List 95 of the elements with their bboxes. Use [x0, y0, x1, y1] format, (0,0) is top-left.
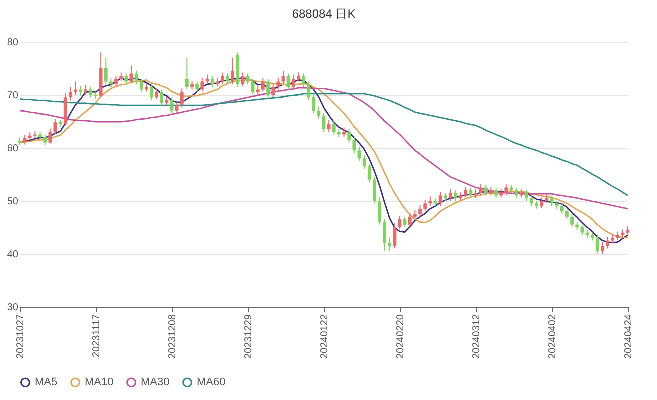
candlestick	[383, 218, 386, 252]
candlestick	[124, 73, 128, 85]
y-tick-label: 60	[7, 144, 19, 154]
candlestick	[23, 134, 27, 146]
x-tick-label: 20240424	[624, 314, 634, 359]
candlestick	[266, 78, 270, 98]
candlestick	[479, 184, 483, 196]
candlestick	[408, 213, 412, 228]
candlestick	[104, 57, 108, 85]
candlestick	[226, 73, 230, 85]
candlestick	[282, 70, 286, 85]
candlestick	[560, 203, 564, 215]
x-tick-label: 20240402	[548, 314, 558, 359]
candlestick	[307, 81, 310, 101]
candlestick	[272, 82, 276, 98]
candlestick	[317, 106, 321, 120]
candlestick	[494, 187, 498, 199]
candlestick	[241, 72, 245, 88]
candlestick	[276, 78, 280, 90]
candlestick	[566, 208, 569, 220]
candlestick	[74, 81, 78, 96]
candlestick	[378, 197, 382, 226]
candlestick	[150, 84, 154, 101]
candlestick	[206, 74, 210, 85]
candlestick	[186, 57, 189, 90]
candlestick	[454, 190, 458, 202]
candlestick	[424, 199, 428, 212]
candlestick	[327, 120, 331, 133]
candlestick	[175, 102, 179, 114]
candlestick	[352, 136, 356, 154]
candlestick	[84, 84, 88, 96]
candlestick	[524, 190, 528, 202]
y-tick-label: 40	[7, 250, 19, 260]
candlestick	[332, 121, 336, 136]
candlestick	[348, 128, 352, 144]
candlestick	[44, 134, 48, 146]
candlestick	[251, 78, 255, 96]
candlestick	[368, 163, 372, 183]
candlestick	[155, 88, 158, 100]
candlestick	[68, 86, 72, 102]
candlestick	[504, 184, 508, 196]
legend-label: MA30	[141, 376, 170, 389]
candlestick	[48, 128, 52, 144]
candlestick	[312, 94, 316, 114]
candlestick	[530, 195, 534, 207]
x-tick-label: 20231208	[168, 314, 178, 359]
candlestick	[210, 76, 214, 88]
candlestick	[418, 204, 422, 218]
candlestick	[200, 78, 204, 92]
candlestick	[484, 184, 488, 196]
candlestick	[292, 74, 296, 90]
x-tick-label: 20240312	[472, 314, 482, 359]
legend-label: MA10	[85, 376, 114, 389]
candlestick	[606, 236, 610, 250]
candlestick	[140, 78, 144, 93]
candlestick	[580, 224, 584, 236]
candlestick	[246, 73, 250, 85]
y-tick-label: 80	[7, 38, 19, 48]
y-tick-label: 70	[7, 90, 19, 102]
candlestick	[570, 214, 574, 228]
candlestick	[403, 216, 407, 228]
candlestick	[322, 113, 326, 133]
candlestick	[110, 78, 113, 88]
candlestick	[600, 242, 604, 254]
candlestick	[160, 89, 164, 106]
candlestick	[114, 75, 118, 88]
candlestick	[302, 73, 306, 88]
x-tick-label: 20231229	[244, 314, 254, 359]
candlestick	[540, 197, 544, 209]
chart-title: 688084 日K	[292, 7, 356, 21]
candlestick	[262, 78, 265, 92]
candlestick	[372, 176, 376, 204]
candlestick	[388, 238, 392, 252]
candlestick	[256, 84, 260, 96]
candlestick	[342, 127, 346, 138]
candlestick	[393, 222, 397, 250]
candlestick	[231, 57, 234, 85]
candlestick	[464, 186, 468, 198]
candlestick	[448, 188, 452, 202]
candlestick	[89, 86, 93, 98]
y-tick-label: 30	[7, 302, 19, 314]
candlestick	[79, 86, 82, 97]
x-tick-label: 20231117	[92, 314, 102, 358]
candlestick	[428, 196, 432, 207]
candlestick	[220, 72, 224, 85]
candlestick	[196, 81, 200, 93]
x-tick-label: 20240220	[396, 314, 406, 359]
x-tick-label: 20240122	[320, 314, 330, 359]
candlestick	[469, 187, 473, 199]
legend-label: MA60	[197, 376, 226, 389]
candlestick	[596, 234, 600, 254]
candlestick	[180, 88, 184, 108]
x-tick-label: 20231027	[16, 314, 26, 359]
legend-label: MA5	[35, 376, 58, 389]
y-tick-label: 50	[7, 196, 19, 208]
